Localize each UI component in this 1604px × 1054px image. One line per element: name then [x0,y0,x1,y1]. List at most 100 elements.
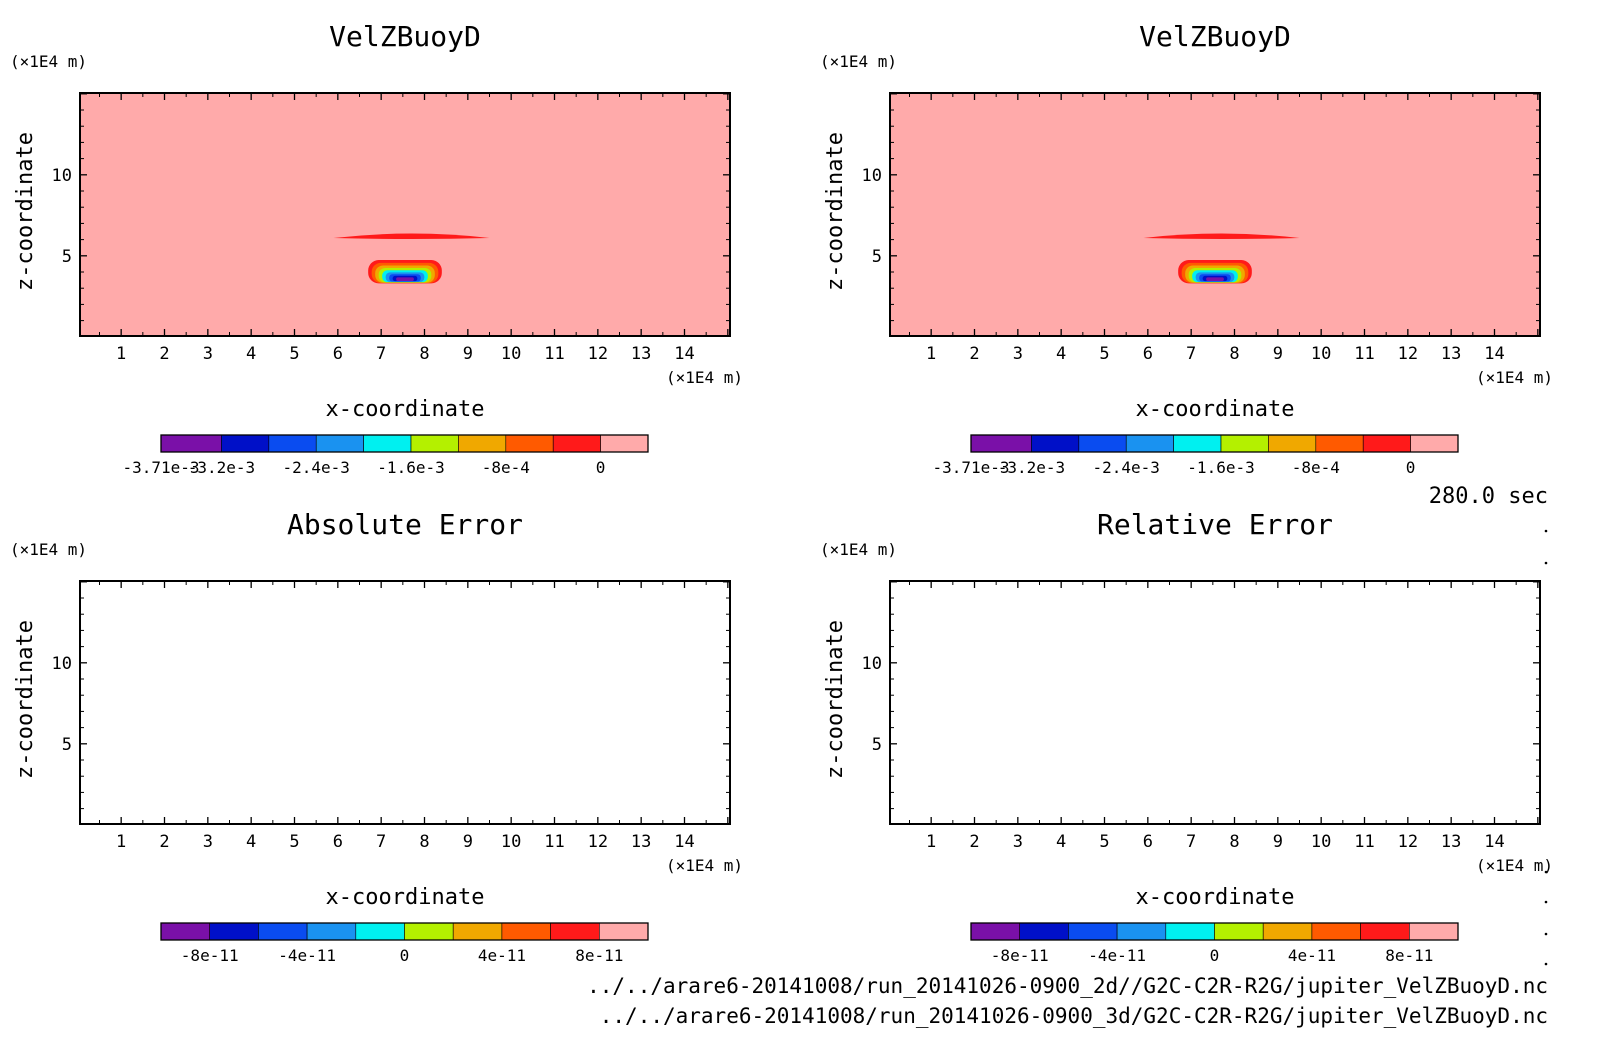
x-tick-label: 1 [926,832,936,852]
x-axis-title: x-coordinate [1136,397,1295,422]
chart-panel-4: Relative Error(×1E4 m)(×1E4 m)1 2 3 4 5 6 7 8 9 1… [820,508,1553,965]
x-tick-label: 12 [1398,344,1418,364]
plot-area [890,581,1540,824]
colorbar-label: 0 [1406,458,1416,477]
y-tick-label: 10 [862,166,882,186]
colorbar-swatch [1031,434,1080,453]
colorbar: -8e-11 -4e-11 0 4e-11 8e-11 [970,922,1459,965]
colorbar-swatch [501,922,551,941]
x-tick-label: 10 [1311,344,1331,364]
x-tick-label: 14 [1484,832,1504,852]
colorbar-label: -1.6e-3 [1187,458,1254,477]
colorbar-swatch [600,434,649,453]
colorbar: -8e-11 -4e-11 0 4e-11 8e-11 [160,922,649,965]
colorbar-frame [970,434,1459,453]
x-tick-label: 8 [419,832,429,852]
colorbar-swatch [1262,922,1313,941]
colorbar-label: 0 [1210,946,1220,965]
colorbar-frame [160,922,649,941]
y-axis-title: z-coordinate [823,620,848,779]
plot-frame [79,92,731,337]
x-tick-label: 4 [1056,344,1066,364]
x-tick-label: 6 [1143,344,1153,364]
colorbar-swatch [160,922,211,941]
x-tick-label: 11 [1354,344,1374,364]
colorbar-swatch [1116,922,1167,941]
y-axis: 5 10 [52,581,730,810]
colorbar-label: -3.71e-3 [122,458,199,477]
x-tick-label: 13 [631,344,651,364]
x-tick-label: 9 [1273,832,1283,852]
y-tick-label: 10 [52,166,72,186]
colorbar-label: -8e-4 [482,458,530,477]
file-path-2: ../../arare6-20141008/run_20141026-0900_… [600,1004,1548,1028]
colorbar-swatch [1068,922,1118,941]
colorbar-swatch [505,434,554,453]
colorbar-label: -8e-11 [991,946,1049,965]
colorbar-label: -8e-4 [1292,458,1340,477]
y-axis-title: z-coordinate [13,132,38,291]
x-tick-label: 4 [246,832,256,852]
x-tick-label: 1 [926,344,936,364]
colorbar-swatch [1019,922,1069,941]
colorbar-swatch [598,922,649,941]
colorbar-swatch [306,922,357,941]
colorbar-swatch [552,434,601,453]
x-tick-label: 13 [1441,832,1461,852]
x-tick-label: 12 [1398,832,1418,852]
colorbar-label: -1.6e-3 [377,458,444,477]
chart-title: Relative Error [1097,508,1333,541]
plot-frame [79,580,731,825]
x-axis: 1 2 3 4 5 6 7 8 9 10 11 12 13 14 [99,93,729,364]
x-tick-label: 9 [463,344,473,364]
x-unit-label: (×1E4 m) [1476,856,1553,875]
colorbar-swatch [970,922,1021,941]
x-tick-label: 12 [588,344,608,364]
y-axis: 5 10 [862,93,1540,322]
y-tick-label: 5 [872,735,882,755]
x-tick-label: 8 [1229,344,1239,364]
contour-band [333,233,490,239]
x-tick-label: 3 [1013,832,1023,852]
colorbar-swatch [970,434,1032,453]
x-unit-label: (×1E4 m) [1476,368,1553,387]
x-unit-label: (×1E4 m) [666,368,743,387]
colorbar-swatch [1409,922,1459,941]
y-tick-label: 10 [52,654,72,674]
y-axis: 5 10 [52,93,730,322]
colorbar-label: 4e-11 [478,946,526,965]
colorbar-swatch [1268,434,1317,453]
x-axis-title: x-coordinate [1136,885,1295,910]
colorbar-label: -2.4e-3 [283,458,350,477]
x-tick-label: 10 [501,832,521,852]
x-tick-label: 13 [1441,344,1461,364]
x-tick-label: 7 [376,832,386,852]
colorbar-swatch [268,434,317,453]
x-tick-label: 2 [159,344,169,364]
x-tick-label: 9 [463,832,473,852]
chart-panel-1: VelZBuoyD(×1E4 m)(×1E4 m)1 2 3 4 5 6 7 8 9 10 11 12… [10,20,743,477]
x-tick-label: 6 [333,344,343,364]
x-tick-label: 7 [376,344,386,364]
x-tick-label: 4 [1056,832,1066,852]
x-tick-label: 8 [1229,832,1239,852]
y-tick-label: 5 [62,247,72,267]
time-label: 280.0 sec [1429,484,1548,509]
colorbar-label: -4e-11 [278,946,336,965]
chart-title: VelZBuoyD [329,20,481,53]
colorbar-label: 8e-11 [575,946,623,965]
x-tick-label: 6 [1143,832,1153,852]
x-tick-label: 2 [969,344,979,364]
y-tick-label: 5 [62,735,72,755]
colorbar-frame [970,922,1459,941]
chart-panel-2: VelZBuoyD(×1E4 m)(×1E4 m)1 2 3 4 5 6 7 8 9 10 11 12… [820,20,1553,477]
x-tick-label: 3 [203,832,213,852]
colorbar-label: -8e-11 [181,946,239,965]
x-tick-label: 11 [544,832,564,852]
colorbar-swatch [258,922,308,941]
x-tick-label: 6 [333,832,343,852]
x-tick-label: 5 [1099,344,1109,364]
colorbar-label: -3.71e-3 [932,458,1009,477]
y-unit-label: (×1E4 m) [820,52,897,71]
